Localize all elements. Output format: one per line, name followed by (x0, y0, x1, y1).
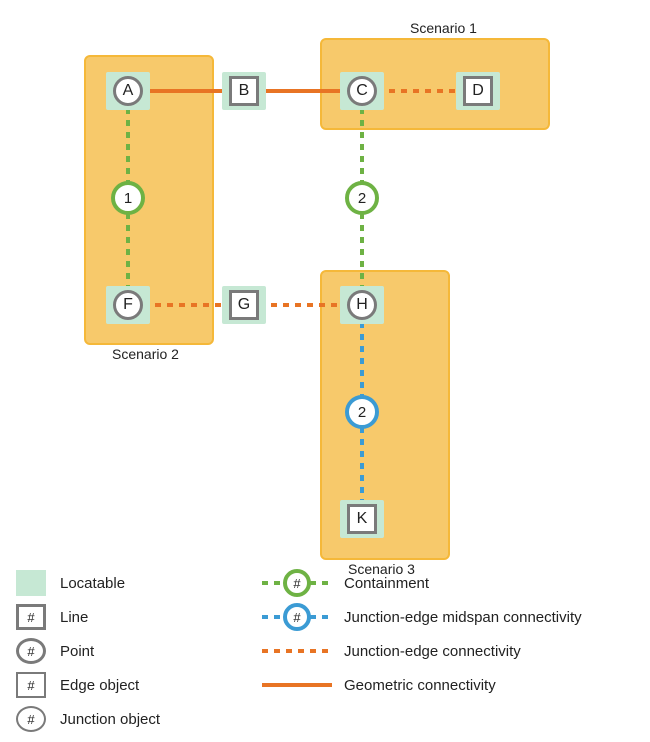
scenario-label-1: Scenario 1 (410, 20, 477, 36)
node-K: K (340, 500, 384, 538)
legend-label: Geometric connectivity (344, 677, 496, 694)
legend-row-point: # Point (16, 634, 246, 668)
locatable-swatch (16, 570, 46, 596)
legend-label: Point (60, 643, 94, 660)
legend-label: Line (60, 609, 88, 626)
legend-row-line: # Line (16, 600, 246, 634)
legend-label: Junction-edge midspan connectivity (344, 609, 582, 626)
legend-row-containment: # Containment (262, 566, 642, 600)
line-icon: G (229, 290, 259, 320)
node-A: A (106, 72, 150, 110)
geometric-line-swatch (262, 670, 332, 700)
edge-swatch: # (16, 672, 46, 698)
point-icon: H (347, 290, 377, 320)
line-icon: B (229, 76, 259, 106)
legend-label: Edge object (60, 677, 139, 694)
node-B: B (222, 72, 266, 110)
svg-text:#: # (293, 576, 301, 591)
legend-left-column: Locatable # Line # Point # Edge object #… (16, 566, 246, 736)
containment-ring-1: 1 (111, 181, 145, 215)
point-icon: F (113, 290, 143, 320)
scenario-label-2: Scenario 2 (112, 346, 179, 362)
node-G: G (222, 286, 266, 324)
legend-row-midspan: # Junction-edge midspan connectivity (262, 600, 642, 634)
midspan-line-swatch: # (262, 602, 332, 632)
node-H: H (340, 286, 384, 324)
svg-text:#: # (293, 610, 301, 625)
node-C: C (340, 72, 384, 110)
legend-row-geometric: Geometric connectivity (262, 668, 642, 702)
line-icon: K (347, 504, 377, 534)
point-icon: C (347, 76, 377, 106)
junction-swatch: # (16, 706, 46, 732)
junction-edge-line-swatch (262, 636, 332, 666)
legend-label: Junction object (60, 711, 160, 728)
node-D: D (456, 72, 500, 110)
point-swatch: # (16, 638, 46, 664)
line-swatch: # (16, 604, 46, 630)
legend-label: Locatable (60, 575, 125, 592)
line-icon: D (463, 76, 493, 106)
legend-row-junction-object: # Junction object (16, 702, 246, 736)
containment-line-swatch: # (262, 568, 332, 598)
legend-label: Containment (344, 575, 429, 592)
legend-row-edge-object: # Edge object (16, 668, 246, 702)
containment-ring-2: 2 (345, 181, 379, 215)
diagram-canvas: Scenario 1 Scenario 2 Scenario 3 A B C D (0, 0, 650, 742)
node-F: F (106, 286, 150, 324)
point-icon: A (113, 76, 143, 106)
legend-row-locatable: Locatable (16, 566, 246, 600)
midspan-ring-2: 2 (345, 395, 379, 429)
legend-label: Junction-edge connectivity (344, 643, 521, 660)
legend-right-column: # Containment # Junction-edge midspan co… (262, 566, 642, 702)
legend-row-junction-edge: Junction-edge connectivity (262, 634, 642, 668)
